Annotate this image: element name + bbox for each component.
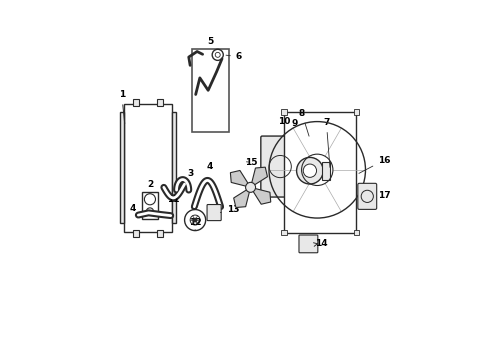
Polygon shape <box>230 171 250 187</box>
Bar <box>172 112 176 223</box>
Bar <box>133 99 139 105</box>
Circle shape <box>303 164 317 177</box>
Text: 16: 16 <box>359 156 391 174</box>
Text: 13: 13 <box>220 205 239 214</box>
Circle shape <box>296 157 323 184</box>
Polygon shape <box>234 187 250 207</box>
Text: 6: 6 <box>226 52 242 61</box>
Text: 15: 15 <box>245 158 257 167</box>
Bar <box>322 162 330 180</box>
Text: 7: 7 <box>323 118 330 167</box>
Text: 17: 17 <box>378 191 391 200</box>
Text: 5: 5 <box>207 37 213 46</box>
FancyBboxPatch shape <box>358 183 377 210</box>
Circle shape <box>245 183 256 192</box>
Bar <box>354 109 359 115</box>
Text: 4: 4 <box>129 204 136 213</box>
Text: 10: 10 <box>278 117 290 126</box>
Polygon shape <box>250 187 271 204</box>
Text: 3: 3 <box>183 169 194 185</box>
Text: 1: 1 <box>119 90 125 123</box>
Text: 4: 4 <box>206 162 213 171</box>
FancyBboxPatch shape <box>261 136 300 197</box>
FancyBboxPatch shape <box>207 204 221 221</box>
Text: 2: 2 <box>147 180 153 189</box>
Bar <box>284 112 356 233</box>
FancyBboxPatch shape <box>299 235 318 253</box>
Polygon shape <box>250 167 268 187</box>
Bar <box>157 99 163 105</box>
Bar <box>133 230 139 237</box>
Bar <box>157 230 163 237</box>
Text: 12: 12 <box>189 218 201 231</box>
Bar <box>281 230 287 235</box>
Circle shape <box>194 219 197 222</box>
Text: 9: 9 <box>292 119 298 128</box>
Bar <box>281 109 287 115</box>
Bar <box>192 49 229 132</box>
Text: 8: 8 <box>299 109 309 136</box>
Bar <box>142 192 158 219</box>
Text: 14: 14 <box>314 239 327 248</box>
Bar <box>123 104 172 232</box>
Bar <box>120 112 123 223</box>
Bar <box>354 230 359 235</box>
Text: 11: 11 <box>167 195 179 204</box>
